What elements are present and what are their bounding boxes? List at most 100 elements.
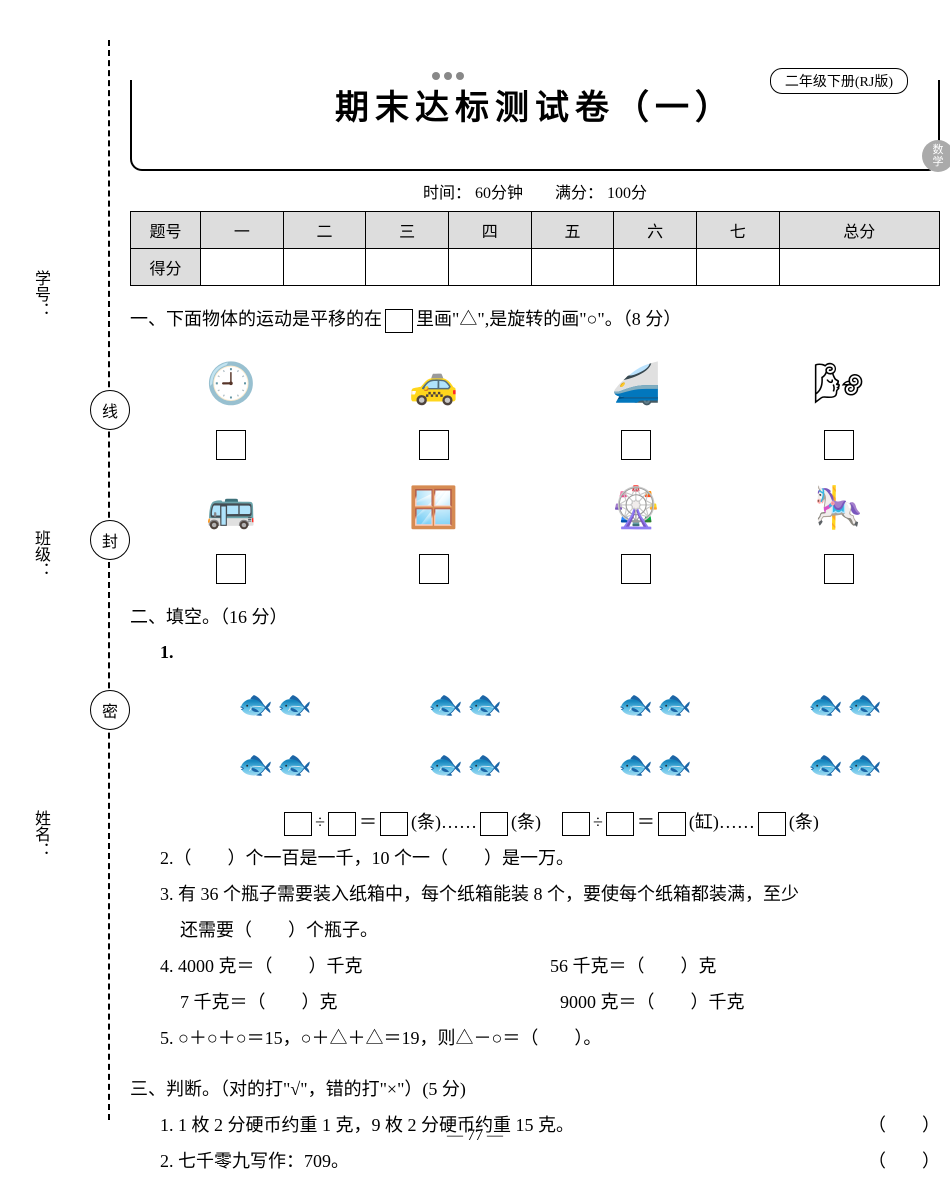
q1-item: 🚌: [171, 468, 291, 584]
table-row: 题号 一 二 三 四 五 六 七 总分: [131, 212, 940, 249]
answer-box[interactable]: [621, 554, 651, 584]
answer-box[interactable]: [824, 554, 854, 584]
subject-badge: 数 学: [922, 140, 950, 172]
circle-xian: 线: [90, 390, 130, 430]
q3-2-text: 2. 七千零九写作：709。: [160, 1143, 349, 1179]
fish-icon: 🐟: [847, 738, 882, 794]
unit-gang: (缸)……: [689, 812, 755, 832]
q2-4d: 9000 克＝（ ）千克: [560, 984, 940, 1020]
th-col: 四: [448, 212, 531, 249]
q1-item: 🎡: [576, 468, 696, 584]
inline-box[interactable]: [758, 812, 786, 836]
score-cell[interactable]: [366, 249, 449, 286]
full-label: 满分：: [555, 185, 603, 202]
header-box: 二年级下册(RJ版) 数 学 期末达标测试卷（一）: [130, 80, 940, 171]
time-label: 时间：: [423, 185, 471, 202]
fish-row: 🐟🐟 🐟🐟 🐟🐟 🐟🐟 🐟🐟 🐟🐟 🐟🐟 🐟🐟: [180, 678, 940, 794]
score-cell[interactable]: [696, 249, 779, 286]
q2-4-row1: 4. 4000 克＝（ ）千克 56 千克＝（ ）克: [160, 948, 940, 984]
time-value: 60分钟: [475, 185, 523, 202]
q2-1-num: 1.: [160, 642, 174, 662]
q2-4a: 4. 4000 克＝（ ）千克: [160, 948, 550, 984]
q3-2: 2. 七千零九写作：709。 （ ）: [160, 1143, 940, 1179]
page-content: 二年级下册(RJ版) 数 学 期末达标测试卷（一） 时间： 60分钟 满分： 1…: [130, 40, 940, 1179]
windmill-icon: 🌬: [779, 344, 899, 424]
header-dots: [432, 72, 464, 80]
fish-icon: 🐟: [618, 678, 653, 734]
answer-box[interactable]: [824, 430, 854, 460]
clock-icon: 🕘: [171, 344, 291, 424]
page-number: — 77 —: [0, 1127, 950, 1145]
q2-4b: 56 千克＝（ ）克: [550, 948, 940, 984]
wheel-icon: 🎡: [576, 468, 696, 548]
th-col: 七: [696, 212, 779, 249]
fish-icon: 🐟: [657, 678, 692, 734]
score-cell[interactable]: [531, 249, 614, 286]
label-banji: 班级：: [28, 530, 52, 578]
edition-label: 二年级下册(RJ版): [770, 68, 908, 94]
q2-1: 1. 🐟🐟 🐟🐟 🐟🐟 🐟🐟 🐟🐟 🐟🐟 🐟🐟 🐟🐟: [160, 634, 940, 840]
score-cell[interactable]: [283, 249, 366, 286]
fish-icon: 🐟: [238, 738, 273, 794]
inline-box[interactable]: [385, 309, 413, 333]
q1-title-b: 里画"△",是旋转的画"○"。（8 分）: [416, 309, 681, 329]
table-row: 得分: [131, 249, 940, 286]
q2-3: 3. 有 36 个瓶子需要装入纸箱中，每个纸箱能装 8 个，要使每个纸箱都装满，…: [160, 876, 940, 912]
fish-icon: 🐟: [808, 738, 843, 794]
swing-icon: 🎠: [779, 468, 899, 548]
th-defen: 得分: [131, 249, 201, 286]
answer-box[interactable]: [419, 430, 449, 460]
label-xingming: 姓名：: [28, 810, 52, 858]
fish-icon: 🐟: [277, 678, 312, 734]
q1-title-a: 一、下面物体的运动是平移的在: [130, 309, 382, 329]
full-value: 100分: [607, 185, 647, 202]
score-cell[interactable]: [448, 249, 531, 286]
score-cell[interactable]: [201, 249, 284, 286]
inline-box[interactable]: [606, 812, 634, 836]
answer-box[interactable]: [419, 554, 449, 584]
taxi-icon: 🚕: [374, 344, 494, 424]
th-col: 总分: [779, 212, 939, 249]
th-col: 一: [201, 212, 284, 249]
train-icon: 🚄: [576, 344, 696, 424]
fish-icon: 🐟: [277, 738, 312, 794]
q2-5: 5. ○＋○＋○＝15，○＋△＋△＝19，则△－○＝（ ）。: [160, 1020, 940, 1056]
th-col: 三: [366, 212, 449, 249]
inline-box[interactable]: [562, 812, 590, 836]
unit-tiao: (条)……: [411, 812, 477, 832]
section-2: 二、填空。（16 分） 1. 🐟🐟 🐟🐟 🐟🐟 🐟🐟 🐟🐟 🐟🐟 🐟🐟: [130, 600, 940, 1056]
meta-line: 时间： 60分钟 满分： 100分: [130, 179, 940, 203]
answer-box[interactable]: [621, 430, 651, 460]
unit-tiao3: (条): [789, 812, 819, 832]
circle-mi: 密: [90, 690, 130, 730]
score-cell[interactable]: [614, 249, 697, 286]
answer-box[interactable]: [216, 554, 246, 584]
q2-4c: 7 千克＝（ ）克: [180, 984, 560, 1020]
inline-box[interactable]: [658, 812, 686, 836]
fish-group: 🐟🐟 🐟🐟: [428, 678, 502, 794]
inline-box[interactable]: [380, 812, 408, 836]
judge-paren[interactable]: （ ）: [868, 1143, 940, 1179]
inline-box[interactable]: [480, 812, 508, 836]
fish-group: 🐟🐟 🐟🐟: [808, 678, 882, 794]
th-col: 五: [531, 212, 614, 249]
answer-box[interactable]: [216, 430, 246, 460]
fish-icon: 🐟: [238, 678, 273, 734]
q1-row2: 🚌 🪟 🎡 🎠: [130, 468, 940, 584]
unit-tiao2: (条): [511, 812, 541, 832]
fish-icon: 🐟: [467, 738, 502, 794]
q1-item: 🚕: [374, 344, 494, 460]
inline-box[interactable]: [328, 812, 356, 836]
score-table: 题号 一 二 三 四 五 六 七 总分 得分: [130, 211, 940, 286]
score-cell[interactable]: [779, 249, 939, 286]
q1-item: 🌬: [779, 344, 899, 460]
inline-box[interactable]: [284, 812, 312, 836]
fish-group: 🐟🐟 🐟🐟: [618, 678, 692, 794]
th-col: 二: [283, 212, 366, 249]
fish-icon: 🐟: [847, 678, 882, 734]
q1-item: 🕘: [171, 344, 291, 460]
circle-feng: 封: [90, 520, 130, 560]
fish-icon: 🐟: [657, 738, 692, 794]
q2-3b: 还需要（ ）个瓶子。: [180, 912, 940, 948]
bus-icon: 🚌: [171, 468, 291, 548]
